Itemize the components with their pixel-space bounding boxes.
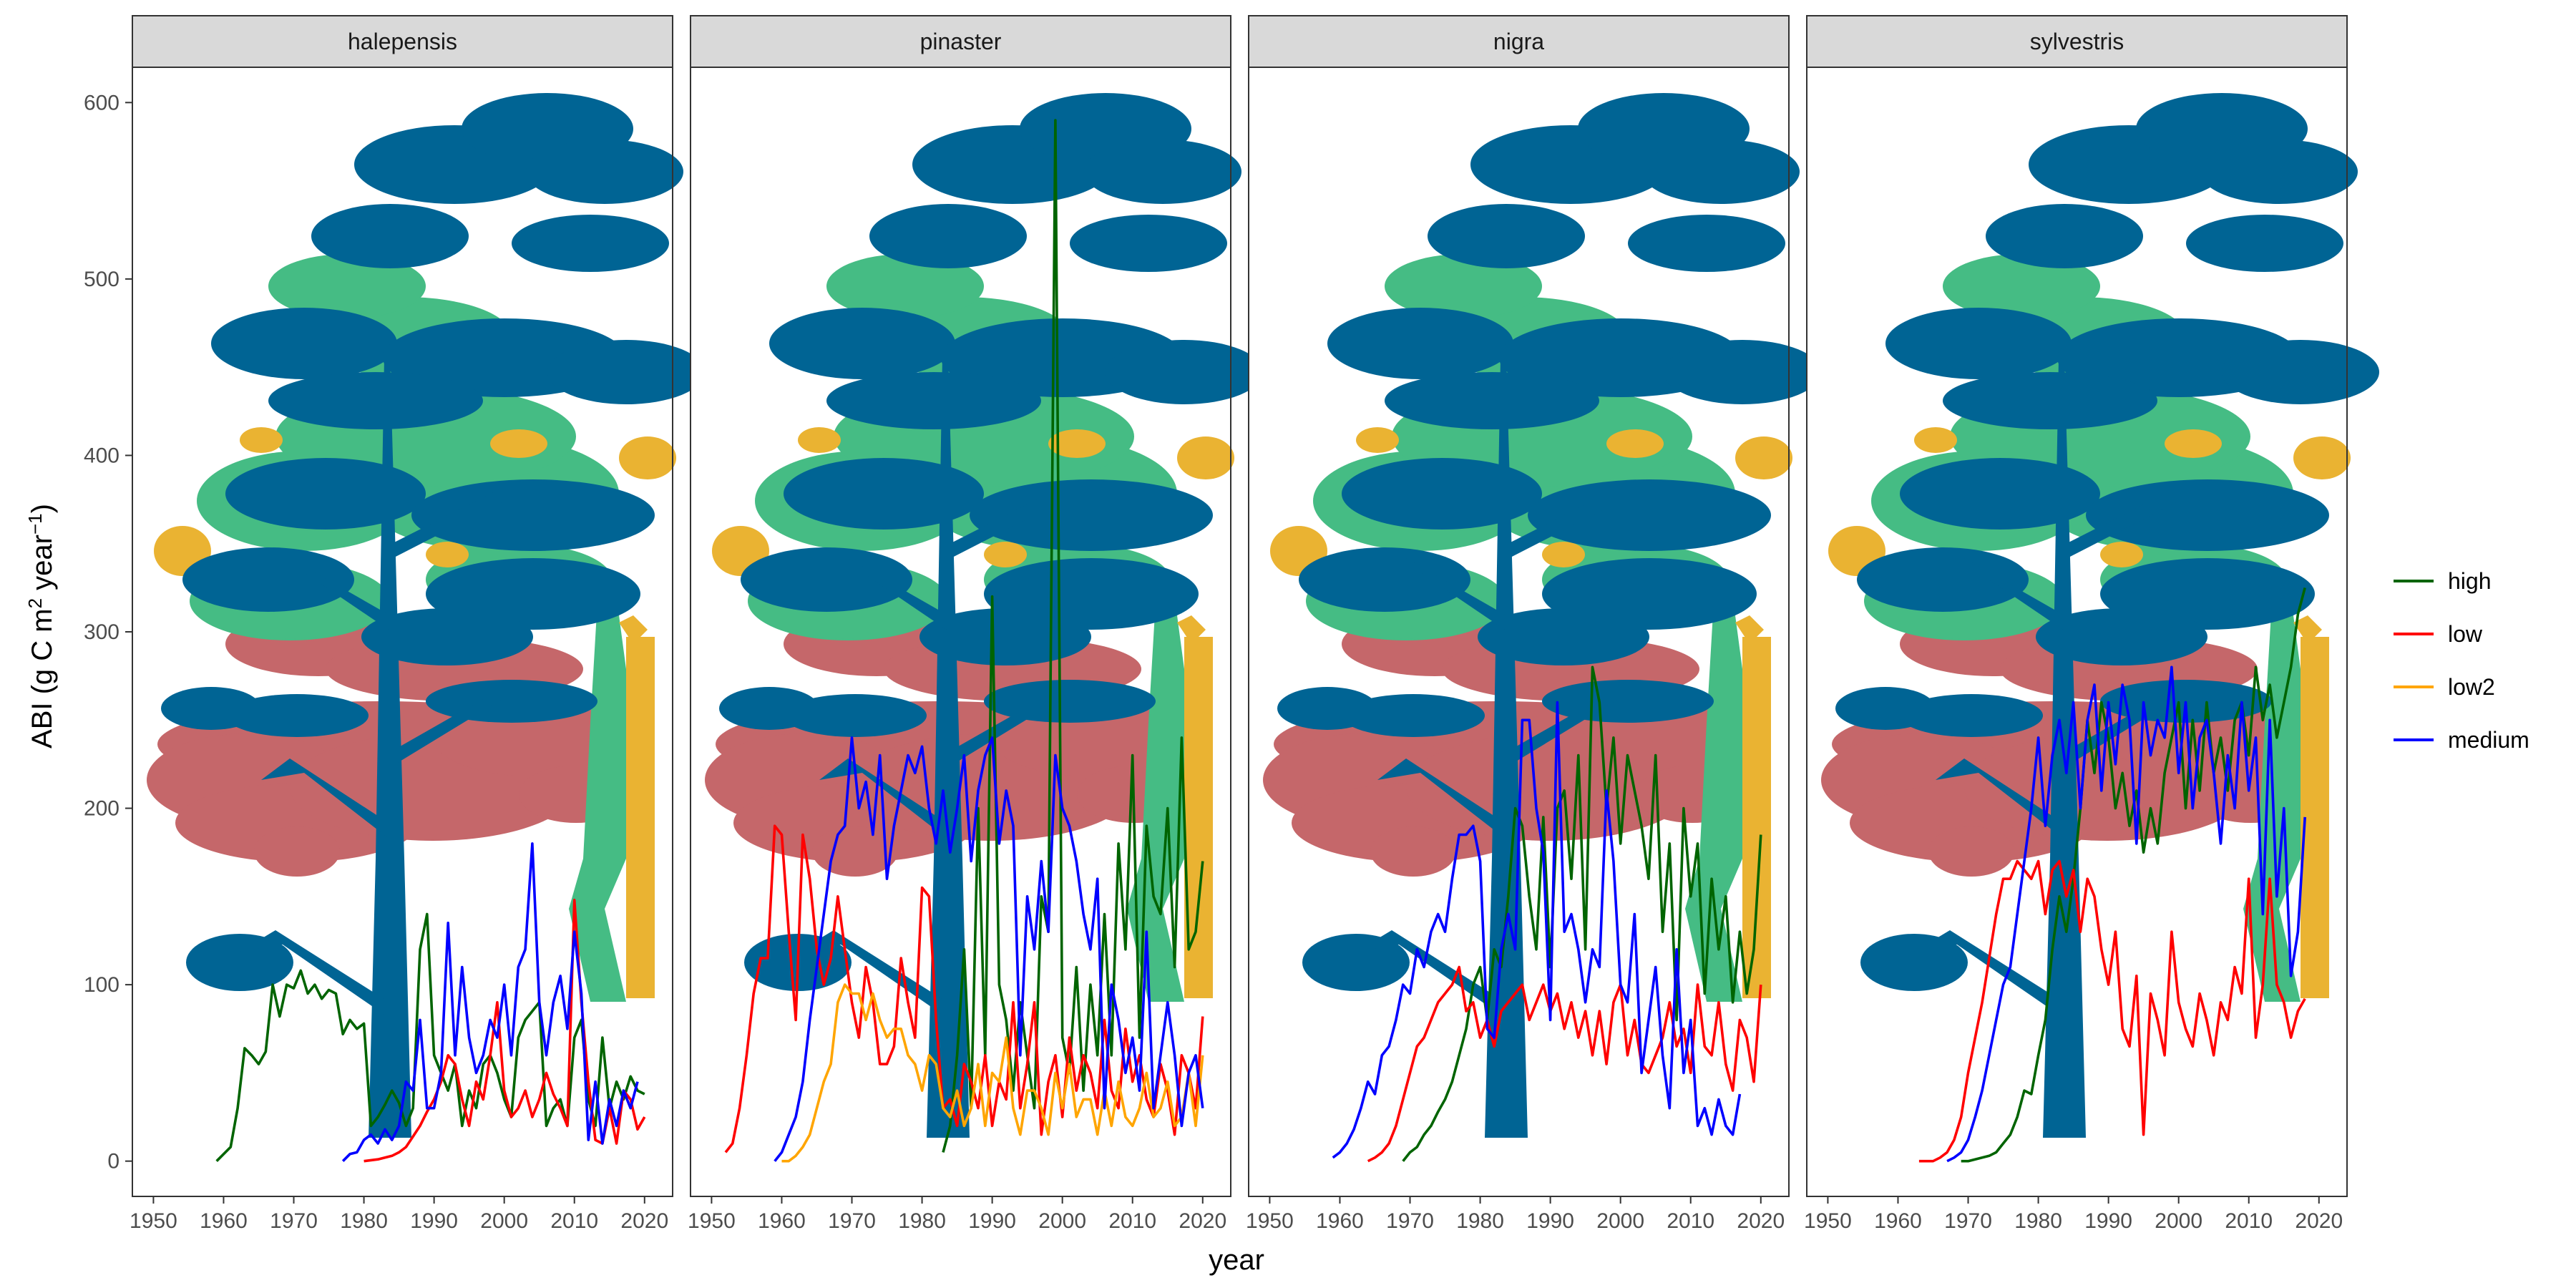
legend-item-low2: low2 bbox=[2394, 674, 2495, 700]
y-axis-title-mid: year bbox=[26, 535, 58, 598]
x-axis-title: year bbox=[1209, 1244, 1264, 1276]
panel-border bbox=[1806, 67, 2348, 1197]
x-tick-label: 1990 bbox=[2084, 1209, 2132, 1233]
y-axis-title-sup2: −1 bbox=[24, 513, 46, 535]
x-tick-label: 1960 bbox=[1874, 1209, 1922, 1233]
y-tick-label: 100 bbox=[84, 973, 119, 997]
x-tick-label: 1970 bbox=[828, 1209, 876, 1233]
legend-label: medium bbox=[2448, 727, 2529, 753]
x-tick-label: 1960 bbox=[758, 1209, 806, 1233]
y-tick-label: 0 bbox=[107, 1150, 119, 1174]
x-tick-label: 1990 bbox=[410, 1209, 458, 1233]
panel-strip bbox=[132, 15, 673, 68]
panel-border bbox=[1248, 67, 1790, 1197]
x-tick-label: 1980 bbox=[1456, 1209, 1504, 1233]
series-line-medium bbox=[1332, 701, 1742, 1159]
series-line-high bbox=[1961, 587, 2306, 1163]
x-tick-label: 2020 bbox=[1737, 1209, 1785, 1233]
legend-label: low2 bbox=[2448, 674, 2495, 700]
x-tick-label: 2010 bbox=[1667, 1209, 1714, 1233]
x-tick-label: 2000 bbox=[1038, 1209, 1086, 1233]
legend-item-medium: medium bbox=[2394, 727, 2529, 753]
y-tick-label: 500 bbox=[84, 268, 119, 291]
series-line-medium bbox=[1946, 665, 2306, 1163]
y-tick-label: 300 bbox=[84, 620, 119, 644]
x-tick-label: 2000 bbox=[1596, 1209, 1644, 1233]
x-tick-label: 1980 bbox=[898, 1209, 946, 1233]
x-tick-label: 1950 bbox=[1804, 1209, 1852, 1233]
x-tick-label: 1970 bbox=[1944, 1209, 1992, 1233]
y-axis-title-end: ) bbox=[26, 504, 58, 513]
panel-title: pinaster bbox=[920, 29, 1002, 54]
x-tick-label: 1990 bbox=[968, 1209, 1016, 1233]
x-tick-label: 1960 bbox=[200, 1209, 248, 1233]
panel-title: sylvestris bbox=[2030, 29, 2124, 54]
legend: high low low2 medium bbox=[2394, 568, 2529, 753]
panel-nigra: nigra 1950 1960 1970 1980 1990 2000 2010 2020 bbox=[1246, 15, 1821, 1233]
series-line-medium bbox=[774, 736, 1204, 1162]
x-tick-label: 2000 bbox=[480, 1209, 528, 1233]
legend-label: high bbox=[2448, 568, 2492, 594]
y-tick-label: 400 bbox=[84, 444, 119, 467]
y-tick-label: 200 bbox=[84, 797, 119, 821]
y-axis-title: ABI (g C m2 year−1) bbox=[24, 504, 58, 748]
x-tick-label: 1990 bbox=[1526, 1209, 1574, 1233]
panel-sylvestris: sylvestris 1950 1960 1970 1980 1990 2000 2010 20… bbox=[1804, 15, 2379, 1233]
series-line-low bbox=[1918, 859, 2306, 1163]
panel-border bbox=[690, 67, 1231, 1197]
x-tick-label: 1970 bbox=[270, 1209, 318, 1233]
panel-halepensis: halepensis 1950 1960 1970 1980 1990 2000 2010 20… bbox=[130, 15, 705, 1233]
series-line-low2 bbox=[781, 983, 1204, 1163]
panel-title: halepensis bbox=[348, 29, 457, 54]
legend-item-high: high bbox=[2394, 568, 2492, 594]
x-tick-label: 1950 bbox=[688, 1209, 736, 1233]
legend-item-low: low bbox=[2394, 621, 2483, 647]
panel-title: nigra bbox=[1493, 29, 1544, 54]
panel-strip bbox=[690, 15, 1231, 68]
series-line-low bbox=[364, 899, 646, 1163]
series-line-medium bbox=[341, 842, 639, 1162]
series-line-high bbox=[1402, 665, 1762, 1162]
x-tick-label: 1950 bbox=[130, 1209, 177, 1233]
y-axis: 0 100 200 300 400 500 600 bbox=[84, 91, 132, 1174]
legend-label: low bbox=[2448, 621, 2483, 647]
x-tick-label: 1980 bbox=[340, 1209, 388, 1233]
x-tick-label: 2010 bbox=[2225, 1209, 2273, 1233]
x-tick-label: 2000 bbox=[2155, 1209, 2202, 1233]
x-tick-label: 2020 bbox=[1179, 1209, 1226, 1233]
series-line-high bbox=[215, 912, 645, 1162]
y-axis-title-sup1: 2 bbox=[24, 598, 46, 608]
panel-strip bbox=[1248, 15, 1790, 68]
x-tick-label: 1950 bbox=[1246, 1209, 1294, 1233]
panel-pinaster: pinaster 1950 1960 1970 1980 1990 2000 2010 2020 bbox=[688, 15, 1263, 1233]
x-tick-label: 1960 bbox=[1316, 1209, 1364, 1233]
x-tick-label: 2020 bbox=[620, 1209, 668, 1233]
y-axis-title-main: ABI (g C m bbox=[26, 608, 58, 748]
x-tick-label: 1980 bbox=[2014, 1209, 2062, 1233]
series-line-high bbox=[942, 119, 1204, 1153]
series-line-low bbox=[1367, 965, 1762, 1163]
x-tick-label: 2010 bbox=[550, 1209, 598, 1233]
x-tick-label: 1970 bbox=[1386, 1209, 1434, 1233]
x-tick-label: 2020 bbox=[2295, 1209, 2343, 1233]
y-tick-label: 600 bbox=[84, 91, 119, 114]
x-tick-label: 2010 bbox=[1108, 1209, 1156, 1233]
